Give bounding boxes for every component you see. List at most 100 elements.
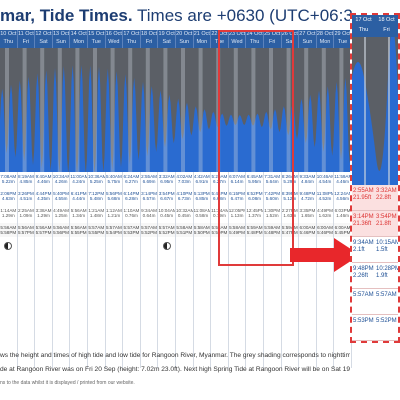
moon-phase-icon	[194, 237, 211, 255]
sun-times: 5:57AM 5:54PM	[105, 223, 123, 237]
tide-cell: 4:10PM 6.73m	[176, 191, 193, 201]
sun-times: 5:59AM 5:47PM	[281, 223, 299, 237]
moon-phase-icon	[0, 237, 17, 255]
day-date: 19 Oct	[158, 31, 175, 37]
night-shading	[110, 48, 115, 172]
day-header-18: 28 Oct Mon	[316, 30, 335, 48]
page-title: mar, Tide Times. Times are +0630 (UTC+06…	[0, 6, 352, 28]
day-header-6: 16 Oct Wed	[105, 30, 124, 48]
day-date: 22 Oct	[211, 31, 228, 37]
tide-cell: 12:24AM 4.56m	[334, 191, 352, 201]
zoom-day-2: 18 Oct Fri	[375, 15, 398, 37]
sun-times: 5:56AM 5:58PM	[0, 223, 17, 237]
tide-cell: 8:26AM 5.29m	[281, 174, 298, 184]
night-shading	[286, 48, 291, 172]
moon-phase-icon	[264, 237, 281, 255]
tide-cell: 6:03PM 1.46m	[334, 208, 351, 218]
day-date: 25 Oct	[264, 31, 281, 37]
tide-cell: 10:04AM 0.45m	[158, 208, 176, 218]
day-of-week: Mon	[319, 39, 331, 45]
sun-times: 6:00AM 5:45PM	[334, 223, 351, 237]
day-of-week: Sun	[302, 39, 313, 45]
tide-cell: 2:25AM 1.09m	[17, 208, 34, 218]
tide-cell: 11:00AM 4.24m	[70, 174, 88, 184]
tide-cell: 8:39PM 5.12m	[281, 191, 298, 201]
tide-cell: 8:19AM 4.85m	[17, 174, 34, 184]
tide-column-15: 7:31AM 5.64m 7:42PM 5.60m 1:30PM 1.52m 5:59AM 5…	[263, 172, 282, 368]
day-header-3: 13 Oct Sun	[52, 30, 71, 48]
tide-column-13: 6:07AM 6.14m 6:15PM 6.47m 12:05PM 1.13m 5:58AM…	[228, 172, 247, 368]
day-of-week: Sat	[39, 39, 48, 45]
day-date: 15 Oct	[88, 31, 105, 37]
night-shading	[233, 48, 238, 172]
sun-times: 5:56AM 5:57PM	[35, 223, 52, 237]
tide-column-11: 4:42AM 6.91m 5:13PM 6.85m 11:08AM 0.58m 5:58AM…	[193, 172, 212, 368]
day-of-week: Sat	[285, 39, 294, 45]
sun-times: 5:58AM 5:51PM	[175, 223, 193, 237]
tide-column-8: 2:55AM 6.69m 3:14PM 6.57m 9:34AM 0.64m 5:57AM 5…	[140, 172, 159, 368]
tide-cell: 2:27PM 1.63m	[281, 208, 298, 218]
tide-column-10: 4:02AM 7.03m 4:10PM 6.73m 10:32AM 0.45m 5:58AM…	[175, 172, 194, 368]
tide-cell: 7:12PM 5.48m	[88, 191, 105, 201]
sun-times: 6:00AM 5:46PM	[316, 223, 334, 237]
zoom-row: 9:48PM 2.26ft 10:28PM 1.9ft	[352, 263, 398, 289]
tide-cell: 4:49PM 1.62m	[317, 208, 333, 218]
tide-column-6: 5:40AM 5.75m 5:56PM 5.68m 1:12AM 1.21m 5:57AM 5…	[105, 172, 124, 368]
tide-column-4: 11:00AM 4.24m 6:41PM 4.44m 5:56AM 1.34m 5:56AM…	[70, 172, 88, 368]
tide-cell: 7:08AM 5.22m	[0, 174, 17, 184]
tide-cell: 11:59AM 4.46m	[334, 174, 352, 184]
tide-cell: 3:54PM 6.67m	[158, 191, 175, 201]
day-date: 20 Oct	[176, 31, 193, 37]
tide-cell: 6:41PM 4.44m	[70, 191, 87, 201]
sun-times: 5:59AM 5:48PM	[246, 223, 263, 237]
day-header-9: 19 Oct Sat	[158, 30, 176, 48]
zoom-row: 3:14PM 21.36ft 3:54PM 21.8ft	[352, 211, 398, 237]
night-shading	[57, 48, 62, 172]
day-of-week: Thu	[126, 39, 137, 45]
day-date: 21 Oct	[193, 31, 210, 37]
day-date: 11 Oct	[17, 31, 34, 37]
tide-column-18: 10:46AM 4.54m 11:08PM 4.52m 4:49PM 1.62m 6:00A…	[316, 172, 335, 368]
moon-phase-icon	[53, 237, 70, 255]
day-date: 13 Oct	[52, 31, 70, 37]
day-of-week: Sun	[56, 39, 66, 45]
night-shading	[75, 48, 80, 172]
day-header-row: 10 Oct Thu 11 Oct Fri 12 Oct Sat 13 Oct Sun 14 O…	[0, 30, 352, 48]
moon-phase-icon	[88, 237, 105, 255]
tide-cell: 4:44PM 4.35m	[35, 191, 52, 201]
arrow-icon	[290, 238, 360, 272]
tide-cell: 5:13PM 6.85m	[193, 191, 210, 201]
day-header-12: 22 Oct Tue	[211, 30, 229, 48]
day-date: 18 Oct	[140, 31, 158, 37]
day-header-2: 12 Oct Sat	[35, 30, 53, 48]
tide-cell: 9:48PM 4.72m	[299, 191, 316, 201]
day-date: 29 Oct	[334, 31, 351, 37]
tide-cell: 6:24AM 6.27m	[123, 174, 140, 184]
tide-column-7: 6:24AM 6.27m 6:14PM 6.28m 1:10AM 0.76m 5:57AM 5…	[123, 172, 141, 368]
zoom-day-1: 17 Oct Thu	[352, 15, 375, 37]
moon-phase-icon	[176, 237, 193, 255]
tide-cell: 1:12AM 1.21m	[105, 208, 122, 218]
tide-cell: 12:45PM 1.37m	[246, 208, 264, 218]
day-of-week: Tue	[214, 39, 225, 45]
day-of-week: Sat	[162, 39, 171, 45]
tide-cell: 3:14PM 6.57m	[141, 191, 157, 201]
night-shading	[5, 48, 9, 172]
night-shading	[269, 48, 273, 172]
day-date: 24 Oct	[246, 31, 263, 37]
moon-phase-icon	[158, 237, 175, 255]
zoom-row: 5:29AM6:20AM	[352, 341, 398, 343]
tide-cell: 6:14PM 6.28m	[123, 191, 140, 201]
day-header-4: 14 Oct Mon	[70, 30, 88, 48]
tide-column-0: 7:08AM 5.22m 2:06PM 4.63m 1:14AM 1.29m 5:56AM 5…	[0, 172, 18, 368]
day-of-week: Thu	[3, 39, 14, 45]
day-of-week: Tue	[91, 39, 101, 45]
zoomed-detail-panel: 17 Oct Thu 18 Oct Fri 2:55AM 21.95ft 3:32AM 2…	[350, 13, 400, 343]
day-of-week: Tue	[337, 39, 348, 45]
tide-cell: 1:14AM 1.29m	[0, 208, 17, 218]
tide-cell: 9:40AM 4.46m	[35, 174, 52, 184]
tide-cell: 5:44PM 6.68m	[211, 191, 228, 201]
tide-cell: 3:26PM 4.51m	[17, 191, 34, 201]
tide-cell: 11:34AM 0.79m	[211, 208, 229, 218]
tide-wave-graph	[0, 48, 352, 172]
